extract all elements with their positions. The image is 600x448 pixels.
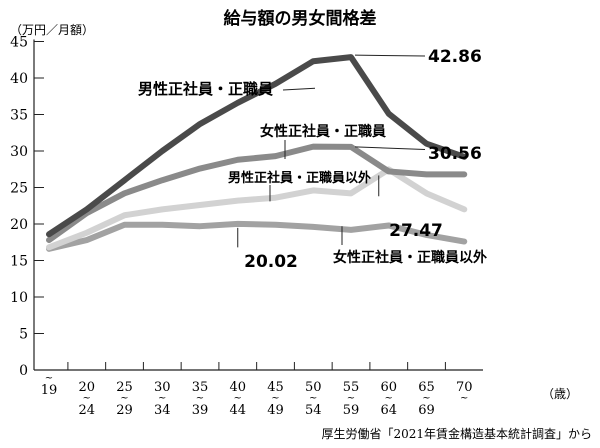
y-tick-label: 15 xyxy=(10,254,28,270)
x-tick-label-end: 29 xyxy=(116,403,133,418)
x-tick-label-start: 55 xyxy=(343,380,360,395)
x-tick-label-end: 34 xyxy=(154,403,171,418)
x-tick-label-end: 49 xyxy=(267,403,284,418)
x-tick-label-end: 59 xyxy=(343,403,360,418)
x-tick-tilde: ~ xyxy=(347,393,355,404)
x-tick-label-end: 54 xyxy=(305,403,322,418)
series-line-0 xyxy=(46,54,468,238)
source-note: 厚生労働省「2021年賃金構造基本統計調査」から xyxy=(321,426,592,441)
series-name-label: 男性正社員・正職員以外 xyxy=(228,170,371,186)
x-tick-label-end: 69 xyxy=(418,403,435,418)
y-tick-label: 30 xyxy=(10,144,28,160)
x-tick-label-start: 70 xyxy=(456,380,473,395)
series-name-leader xyxy=(282,87,316,91)
x-tick-tilde: ~ xyxy=(120,393,128,404)
y-tick-label: 45 xyxy=(10,35,28,51)
y-tick-label: 0 xyxy=(19,363,28,379)
x-tick-label-end: 19 xyxy=(41,383,58,398)
x-tick-label-start: 50 xyxy=(305,380,322,395)
x-tick-label-start: 40 xyxy=(229,380,246,395)
y-axis-unit-label: （万円／月額） xyxy=(10,23,94,37)
value-annotation-leader xyxy=(354,146,426,151)
series-line-1 xyxy=(46,143,468,244)
x-tick-label-start: 30 xyxy=(154,380,171,395)
y-tick-label: 20 xyxy=(10,217,28,233)
series-line-3 xyxy=(46,220,468,252)
x-tick-tilde: ~ xyxy=(196,393,204,404)
x-tick-label-start: 35 xyxy=(192,380,209,395)
x-tick-tilde: ~ xyxy=(460,393,468,404)
x-tick-tilde: ~ xyxy=(45,373,53,384)
chart-title: 給与額の男女間格差 xyxy=(224,8,377,29)
y-tick-label: 5 xyxy=(19,327,28,343)
x-tick-label-start: 20 xyxy=(78,380,95,395)
value-annotation-label: 42.86 xyxy=(428,47,482,67)
series-name-label: 女性正社員・正職員 xyxy=(260,123,386,140)
x-tick-label-end: 24 xyxy=(78,403,95,418)
y-tick-label: 25 xyxy=(10,181,28,197)
value-annotation-leader xyxy=(354,54,426,57)
x-tick-label-end: 39 xyxy=(192,403,209,418)
x-tick-tilde: ~ xyxy=(271,393,279,404)
x-tick-label-start: 60 xyxy=(380,380,397,395)
x-tick-label-start: 45 xyxy=(267,380,284,395)
x-tick-tilde: ~ xyxy=(83,393,91,404)
series-name-label: 女性正社員・正職員以外 xyxy=(333,249,487,266)
x-axis-unit-label: （歳） xyxy=(542,387,578,401)
x-tick-tilde: ~ xyxy=(309,393,317,404)
y-tick-label: 10 xyxy=(10,290,28,306)
value-annotation-label: 27.47 xyxy=(389,221,443,241)
y-tick-label: 35 xyxy=(10,108,28,124)
value-annotation-label: 30.56 xyxy=(428,144,482,164)
y-tick-label: 40 xyxy=(10,71,28,87)
x-tick-label-end: 44 xyxy=(229,403,246,418)
x-tick-tilde: ~ xyxy=(422,393,430,404)
value-annotation-label: 20.02 xyxy=(244,252,298,272)
x-tick-label-end: 64 xyxy=(380,403,397,418)
series-name-label: 男性正社員・正職員 xyxy=(138,80,273,98)
x-tick-tilde: ~ xyxy=(158,393,166,404)
x-tick-label-start: 25 xyxy=(116,380,133,395)
x-tick-tilde: ~ xyxy=(385,393,393,404)
x-tick-tilde: ~ xyxy=(234,393,242,404)
x-tick-label-start: 65 xyxy=(418,380,435,395)
